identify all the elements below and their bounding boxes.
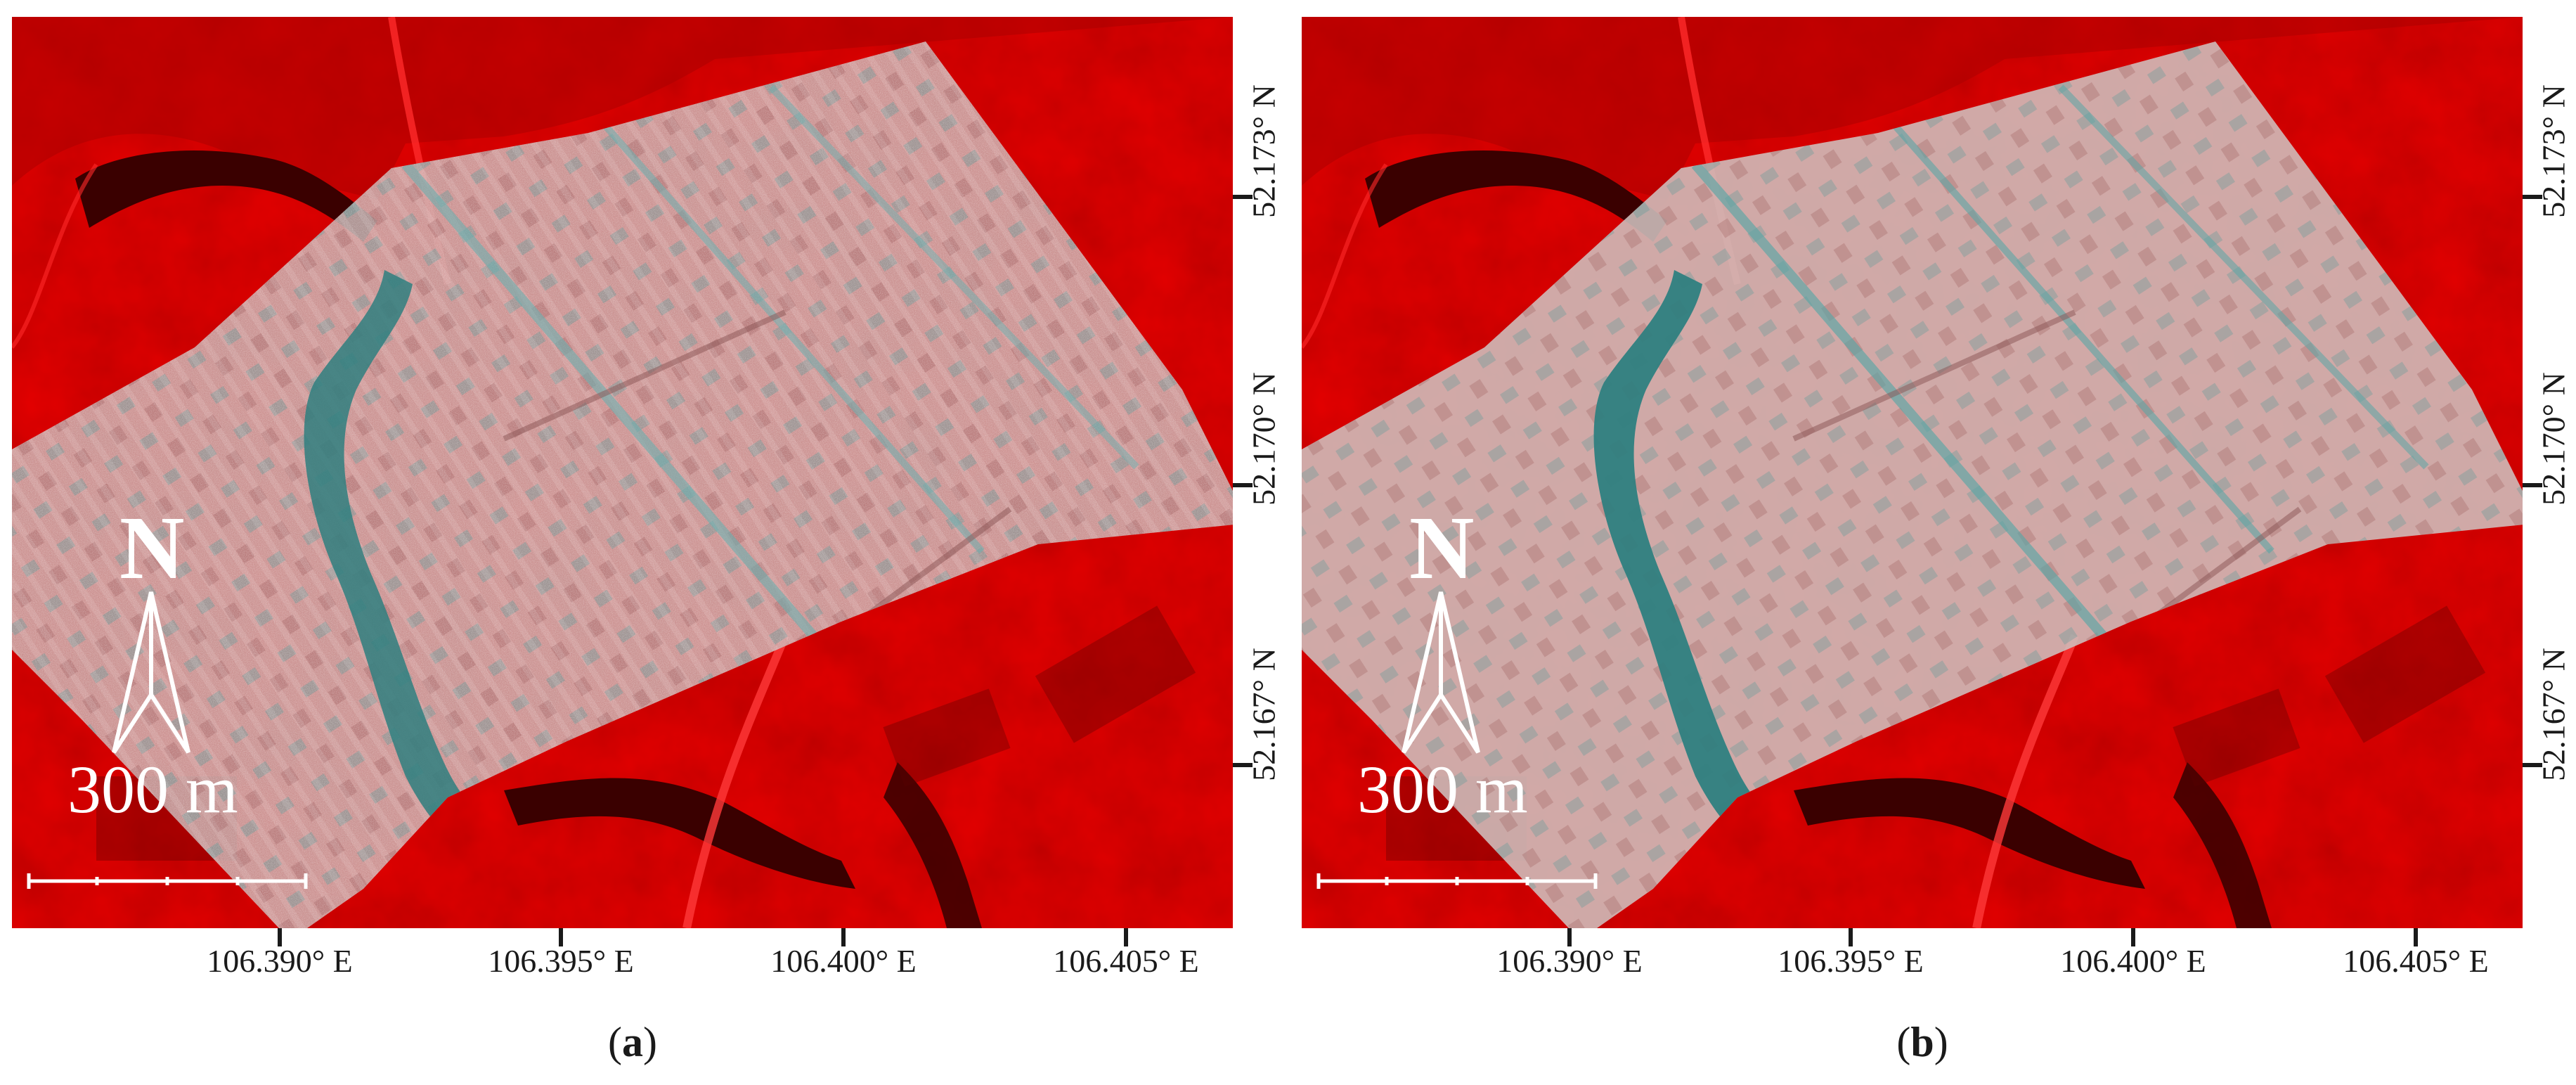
- north-arrow-icon: [1402, 591, 1480, 754]
- lat-tick: [2523, 763, 2542, 767]
- lon-tick: [1567, 928, 1572, 946]
- lat-tick: [2523, 195, 2542, 199]
- north-label: N: [119, 498, 185, 598]
- north-label: N: [1409, 498, 1475, 598]
- lon-label: 106.395° E: [488, 943, 634, 979]
- lon-label: 106.405° E: [1053, 943, 1199, 979]
- satellite-map-a: [12, 17, 1233, 928]
- lon-label: 106.400° E: [770, 943, 917, 979]
- lon-label: 106.400° E: [2060, 943, 2206, 979]
- lon-label: 106.390° E: [1496, 943, 1643, 979]
- panel-b: N 300 m 52.173° N 52.170° N 52.167° N 10…: [1290, 0, 2576, 1085]
- lat-tick: [1233, 195, 1253, 199]
- north-arrow-icon: [112, 591, 190, 754]
- scale-label: 300 m: [67, 752, 238, 827]
- lon-tick: [1849, 928, 1853, 946]
- lon-tick: [1124, 928, 1128, 946]
- scale-label: 300 m: [1357, 752, 1528, 827]
- panel-caption: (b): [1896, 1019, 1948, 1065]
- lon-label: 106.395° E: [1778, 943, 1924, 979]
- lat-tick: [1233, 763, 1253, 767]
- map-image-a: [12, 17, 1233, 928]
- lon-tick: [2414, 928, 2418, 946]
- lon-tick: [2131, 928, 2135, 946]
- lat-tick: [1233, 483, 1253, 487]
- lat-tick: [2523, 483, 2542, 487]
- map-image-b: [1302, 17, 2523, 928]
- panel-a: N 300 m 52.173° N 52.170° N 52.167° N 10…: [0, 0, 1286, 1085]
- scale-bar-icon: [27, 873, 308, 889]
- satellite-map-b: [1302, 17, 2523, 928]
- lon-tick: [278, 928, 282, 946]
- lon-label: 106.405° E: [2343, 943, 2489, 979]
- panel-caption: (a): [608, 1019, 657, 1065]
- scale-bar-icon: [1316, 873, 1598, 889]
- lon-label: 106.390° E: [207, 943, 353, 979]
- lon-tick: [841, 928, 846, 946]
- lon-tick: [559, 928, 563, 946]
